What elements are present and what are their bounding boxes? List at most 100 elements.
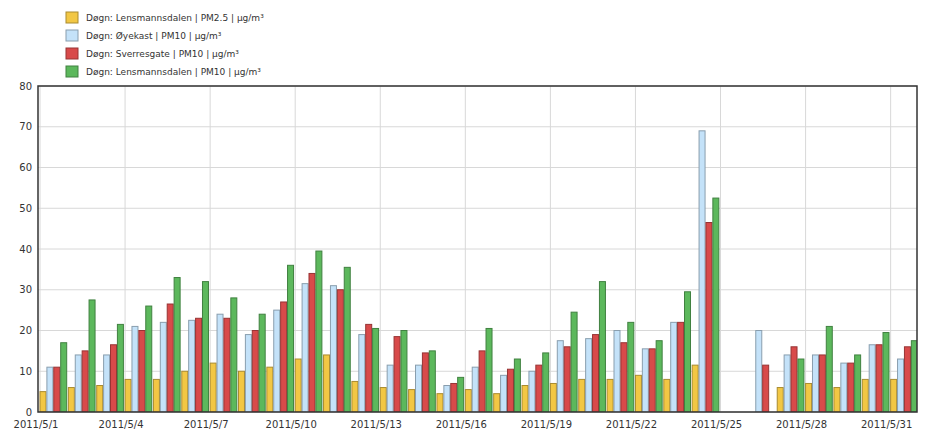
bar <box>514 359 520 412</box>
bar <box>635 375 641 412</box>
x-tick-label: 2011/5/28 <box>776 419 827 430</box>
bar <box>316 251 322 412</box>
grid-line <box>38 167 917 168</box>
y-tick-label: 10 <box>19 366 32 377</box>
bar <box>465 390 471 412</box>
legend-swatch <box>66 30 78 41</box>
bar <box>486 328 492 412</box>
y-tick-label: 50 <box>19 203 32 214</box>
bar <box>217 314 223 412</box>
y-tick-label: 80 <box>19 81 32 92</box>
x-tick-label: 2011/5/19 <box>521 419 572 430</box>
bar <box>564 347 570 412</box>
grid-line-x <box>380 86 381 412</box>
bar <box>841 363 847 412</box>
legend-swatch <box>66 48 78 59</box>
bar <box>586 339 592 412</box>
grid-line-x <box>550 86 551 412</box>
bar <box>359 335 365 412</box>
bar <box>557 341 563 412</box>
bar <box>550 383 556 412</box>
legend-swatch <box>66 66 78 77</box>
y-tick-label: 60 <box>19 162 32 173</box>
bar <box>139 331 145 413</box>
bar <box>309 273 315 412</box>
y-tick-label: 30 <box>19 284 32 295</box>
bar <box>678 322 684 412</box>
bar <box>238 371 244 412</box>
bar <box>671 322 677 412</box>
bar <box>416 365 422 412</box>
bar <box>649 349 655 412</box>
bar <box>522 386 528 412</box>
grid-line <box>38 126 917 127</box>
bar <box>146 306 152 412</box>
bar <box>614 331 620 413</box>
bar <box>458 377 464 412</box>
bar <box>543 353 549 412</box>
bar <box>259 314 265 412</box>
bar <box>628 322 634 412</box>
bar <box>182 371 188 412</box>
x-tick-label: 2011/5/10 <box>266 419 317 430</box>
bar <box>812 355 818 412</box>
bar <box>862 379 868 412</box>
bar <box>153 379 159 412</box>
bar <box>791 347 797 412</box>
grid-line-x <box>720 86 721 412</box>
bar <box>911 341 917 412</box>
bar <box>763 365 769 412</box>
bar <box>366 324 372 412</box>
x-tick-label: 2011/5/31 <box>861 419 912 430</box>
bar <box>337 290 343 412</box>
bar <box>685 292 691 412</box>
bar <box>344 267 350 412</box>
bar <box>40 392 46 412</box>
bar <box>826 326 832 412</box>
bar <box>819 355 825 412</box>
bar <box>579 379 585 412</box>
bar <box>202 282 208 412</box>
bar <box>472 367 478 412</box>
bar <box>97 386 103 412</box>
bar <box>47 367 53 412</box>
bar <box>798 359 804 412</box>
legend-label: Døgn: Lensmannsdalen | PM10 | µg/m³ <box>86 67 261 77</box>
grid-line-x <box>635 86 636 412</box>
x-tick-label: 2011/5/1 <box>14 419 59 430</box>
x-tick-label: 2011/5/4 <box>99 419 144 430</box>
grid-line-x <box>40 86 41 412</box>
x-tick-label: 2011/5/22 <box>606 419 657 430</box>
bar <box>607 379 613 412</box>
bar <box>104 355 110 412</box>
bar <box>834 388 840 412</box>
bar <box>409 390 415 412</box>
x-tick-label: 2011/5/7 <box>184 419 229 430</box>
bar <box>89 300 95 412</box>
grid-line <box>38 289 917 290</box>
bar <box>295 359 301 412</box>
bar <box>252 331 258 413</box>
grid-line <box>38 208 917 209</box>
chart: 010203040506070802011/5/12011/5/42011/5/… <box>0 0 925 439</box>
bar <box>117 324 123 412</box>
bar <box>599 282 605 412</box>
bar <box>288 265 294 412</box>
bar <box>501 375 507 412</box>
x-tick-label: 2011/5/25 <box>691 419 742 430</box>
bar <box>189 320 195 412</box>
bar <box>664 379 670 412</box>
bar <box>394 337 400 412</box>
bar <box>380 388 386 412</box>
plot-frame <box>38 86 917 412</box>
bar <box>302 284 308 412</box>
bar <box>876 345 882 412</box>
bar <box>352 381 358 412</box>
bar <box>245 335 251 412</box>
bar <box>54 367 60 412</box>
bar <box>451 383 457 412</box>
bar <box>656 341 662 412</box>
bar <box>713 198 719 412</box>
bar <box>536 365 542 412</box>
bar <box>699 131 705 412</box>
